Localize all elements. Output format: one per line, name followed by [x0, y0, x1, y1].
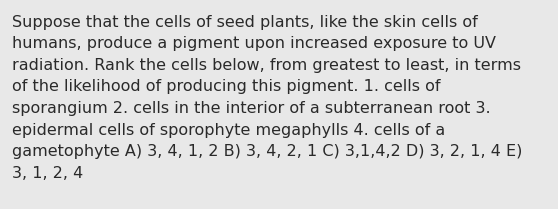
- Text: Suppose that the cells of seed plants, like the skin cells of
humans, produce a : Suppose that the cells of seed plants, l…: [12, 15, 523, 181]
